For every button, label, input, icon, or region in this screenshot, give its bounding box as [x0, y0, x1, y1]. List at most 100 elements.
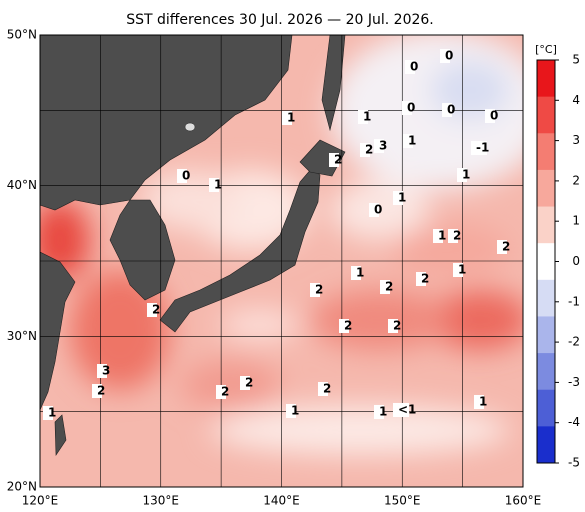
- contour-label: 0: [447, 103, 455, 117]
- contour-label: 1: [291, 404, 299, 418]
- contour-label: 1: [379, 405, 387, 419]
- contour-label-bg: [209, 178, 219, 192]
- contour-label-bg: [402, 101, 412, 115]
- contour-label-bg: [339, 319, 349, 333]
- contour-label-bg: [177, 169, 187, 183]
- contour-label: 2: [393, 319, 401, 333]
- contour-label: 2: [245, 376, 253, 390]
- contour-label-bg: [360, 143, 370, 157]
- contour-label-bg: [97, 364, 107, 378]
- colorbar-band: [537, 279, 555, 317]
- contour-label-bg: [474, 395, 484, 409]
- contour-label: 2: [315, 283, 323, 297]
- colorbar-band: [537, 60, 555, 98]
- colorbar-tick-label: 1: [572, 214, 580, 228]
- contour-label-bg: [358, 110, 368, 124]
- colorbar-tick-label: 4: [572, 93, 580, 107]
- contour-label: 0: [374, 203, 382, 217]
- contour-label-bg: [374, 139, 384, 153]
- x-tick-label: 140°E: [263, 494, 300, 508]
- contour-label: 2: [97, 384, 105, 398]
- contour-label-bg: [448, 229, 458, 243]
- sst-field: [40, 35, 523, 487]
- contour-label-bg: [405, 60, 415, 74]
- contour-label-bg: [318, 382, 328, 396]
- colorbar-band: [537, 133, 555, 171]
- colorbar-band: [537, 426, 555, 464]
- colorbar-band: [537, 206, 555, 244]
- x-tick-label: 160°E: [505, 494, 542, 508]
- map-title: SST differences 30 Jul. 2026 — 20 Jul. 2…: [126, 12, 434, 28]
- contour-label-bg: [485, 109, 495, 123]
- contour-label-bg: [282, 111, 292, 125]
- contour-label-bg: [393, 191, 403, 205]
- colorbar-band: [537, 96, 555, 134]
- colorbar-unit: [°C]: [535, 43, 557, 56]
- contour-label: -1: [476, 141, 489, 155]
- contour-label: 1: [363, 110, 371, 124]
- colorbar-tick-label: -2: [568, 335, 580, 349]
- contour-label: 3: [102, 364, 110, 378]
- contour-label-bg: [43, 406, 53, 420]
- contour-label-bg: [147, 303, 157, 317]
- contour-label: 1: [408, 134, 416, 148]
- contour-label: 1: [287, 111, 295, 125]
- colorbar-tick-label: 5: [572, 53, 580, 67]
- contour-label: 1: [398, 191, 406, 205]
- contour-label-bg: [453, 263, 463, 277]
- colorbar-tick-label: 0: [572, 254, 580, 268]
- contour-label-bg: [388, 319, 398, 333]
- contour-label: 0: [182, 169, 190, 183]
- colorbar-band: [537, 169, 555, 208]
- contour-label: 1: [458, 263, 466, 277]
- colorbar-tick-label: -5: [568, 456, 580, 470]
- contour-label-bg: [433, 229, 443, 243]
- contour-label-bg: [374, 405, 384, 419]
- contour-label: 2: [152, 303, 160, 317]
- contour-label-bg: [497, 240, 507, 254]
- y-tick-label: 40°N: [7, 178, 37, 192]
- x-tick-label: 150°E: [384, 494, 421, 508]
- contour-label: 3: [379, 139, 387, 153]
- contour-label: 0: [410, 60, 418, 74]
- contour-label: 2: [421, 272, 429, 286]
- contour-label: 1: [214, 178, 222, 192]
- colorbar-band: [537, 389, 555, 427]
- contour-label-bg: [442, 103, 452, 117]
- contour-label: 1: [479, 395, 487, 409]
- contour-label-bg: [403, 134, 413, 148]
- y-tick-label: 50°N: [7, 28, 37, 42]
- contour-label: 2: [453, 229, 461, 243]
- contour-label-bg: [286, 404, 296, 418]
- colorbar-band: [537, 353, 555, 391]
- contour-label-bg: [92, 384, 102, 398]
- colorbar-tick-label: -1: [568, 294, 580, 308]
- colorbar-tick-label: -4: [568, 415, 580, 429]
- contour-label: 1: [438, 229, 446, 243]
- contour-label: 2: [221, 385, 229, 399]
- contour-label: 0: [407, 101, 415, 115]
- contour-label-bg: [310, 283, 320, 297]
- contour-label: 2: [334, 153, 342, 167]
- contour-label: 1: [462, 168, 470, 182]
- contour-label: 0: [445, 49, 453, 63]
- contour-label-bg: [240, 376, 250, 390]
- colorbar-band: [537, 243, 555, 281]
- contour-label-bg: [416, 272, 426, 286]
- contour-label-bg: [471, 141, 487, 155]
- contour-label-bg: [457, 168, 467, 182]
- contour-label: 2: [385, 280, 393, 294]
- colorbar-tick-label: -3: [568, 375, 580, 389]
- y-tick-label: 30°N: [7, 329, 37, 343]
- x-tick-label: 120°E: [22, 494, 59, 508]
- contour-label: 2: [502, 240, 510, 254]
- plot-frame: [39, 34, 524, 488]
- contour-label-bg: [440, 49, 450, 63]
- colorbar-tick-label: 3: [572, 133, 580, 147]
- contour-label: 1: [48, 406, 56, 420]
- contour-label: 2: [365, 143, 373, 157]
- y-tick-label: 20°N: [7, 480, 37, 494]
- x-tick-label: 130°E: [143, 494, 180, 508]
- contour-label: 1: [356, 266, 364, 280]
